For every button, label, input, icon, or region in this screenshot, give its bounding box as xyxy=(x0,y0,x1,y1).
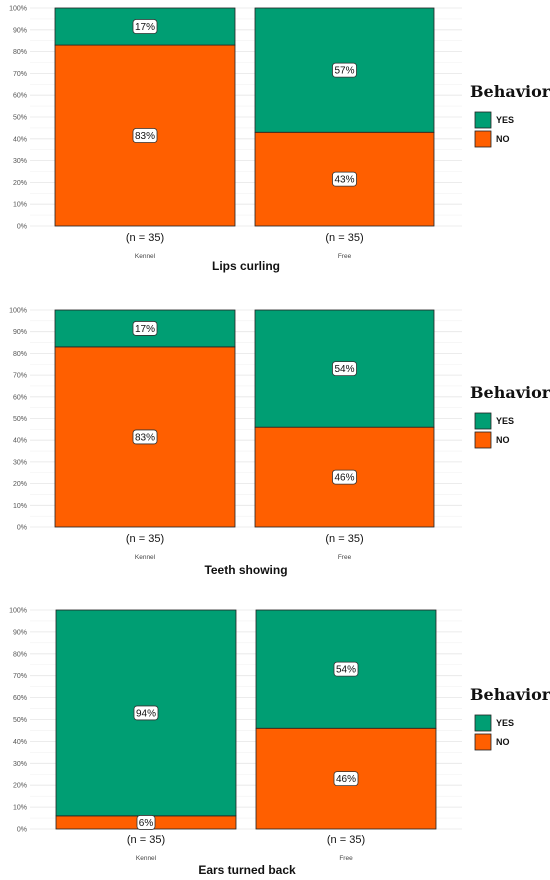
sample-size-label: (n = 35) xyxy=(126,232,164,244)
data-label-yes-free-box xyxy=(332,361,357,376)
data-label-yes-kennel: 17% xyxy=(135,22,155,33)
y-tick-label: 50% xyxy=(13,115,27,122)
legend-label-no: NO xyxy=(496,134,510,144)
legend-swatch-no xyxy=(474,431,492,449)
sample-size-label: (n = 35) xyxy=(325,533,363,545)
legend-swatch-no xyxy=(474,130,492,148)
data-label-yes-free-box xyxy=(333,661,359,677)
data-label-no-free-box xyxy=(333,771,359,787)
data-label-yes-free: 54% xyxy=(334,364,354,375)
y-tick-label: 30% xyxy=(13,158,27,165)
legend-label-no: NO xyxy=(496,737,510,747)
data-label-no-free: 46% xyxy=(334,473,354,484)
legend-label-no: NO xyxy=(496,435,510,445)
data-label-yes-kennel-box xyxy=(132,19,158,34)
data-label-yes-free: 57% xyxy=(334,66,354,77)
y-tick-label: 0% xyxy=(17,224,27,231)
data-label-no-kennel-box xyxy=(136,815,156,830)
y-tick-label: 60% xyxy=(13,695,27,702)
data-label-no-free-box xyxy=(332,171,357,187)
y-tick-label: 10% xyxy=(13,202,27,209)
y-tick-label: 60% xyxy=(13,394,27,401)
legend-title: Behavior xyxy=(470,685,550,704)
y-tick-label: 50% xyxy=(13,416,27,423)
y-tick-label: 70% xyxy=(13,673,27,680)
y-tick-label: 20% xyxy=(13,180,27,187)
sample-size-label: (n = 35) xyxy=(127,834,165,846)
y-tick-label: 80% xyxy=(13,351,27,358)
data-label-no-kennel: 6% xyxy=(139,818,154,829)
y-tick-label: 100% xyxy=(9,6,27,13)
data-label-yes-kennel-box xyxy=(133,705,159,721)
data-label-no-free-box xyxy=(332,469,357,485)
sample-size-label: (n = 35) xyxy=(325,232,363,244)
sample-size-label: (n = 35) xyxy=(327,834,365,846)
category-label: Kennel xyxy=(135,253,156,260)
data-label-yes-free-box xyxy=(332,62,357,78)
y-tick-label: 30% xyxy=(13,459,27,466)
legend-swatch-yes xyxy=(474,412,492,430)
chart-panel-1: 0% 10% 20% 30% 40% 50% 60% 70% 80% 90% 100% 83% 17% (… xyxy=(9,6,550,274)
data-label-no-kennel-box xyxy=(132,429,158,445)
legend-title: Behavior xyxy=(470,383,550,402)
legend-label-yes: YES xyxy=(496,115,514,125)
legend-swatch-yes xyxy=(474,111,492,129)
y-tick-label: 40% xyxy=(13,136,27,143)
panel-title: Ears turned back xyxy=(198,863,296,877)
data-label-no-free: 43% xyxy=(334,175,354,186)
y-tick-label: 0% xyxy=(17,525,27,532)
y-tick-label: 90% xyxy=(13,329,27,336)
y-tick-label: 100% xyxy=(9,608,27,615)
y-tick-label: 0% xyxy=(17,827,27,834)
legend-swatch-yes xyxy=(474,714,492,732)
category-label: Free xyxy=(338,554,352,561)
category-label: Kennel xyxy=(135,554,156,561)
y-tick-label: 30% xyxy=(13,761,27,768)
data-label-no-kennel: 83% xyxy=(135,131,155,142)
legend-label-yes: YES xyxy=(496,718,514,728)
y-tick-label: 50% xyxy=(13,717,27,724)
y-tick-label: 40% xyxy=(13,438,27,445)
y-tick-label: 60% xyxy=(13,93,27,100)
panel-title: Teeth showing xyxy=(204,563,287,577)
legend-swatch-no xyxy=(474,733,492,751)
data-label-no-free: 46% xyxy=(336,774,356,785)
data-label-yes-kennel: 17% xyxy=(135,324,155,335)
category-label: Free xyxy=(339,855,353,862)
data-label-no-kennel-box xyxy=(132,128,158,143)
legend-title: Behavior xyxy=(470,82,550,101)
y-tick-label: 70% xyxy=(13,71,27,78)
y-tick-label: 70% xyxy=(13,373,27,380)
y-tick-label: 80% xyxy=(13,49,27,56)
chart-panel-2: 0% 10% 20% 30% 40% 50% 60% 70% 80% 90% 100% 83% 17% (… xyxy=(9,308,550,578)
y-tick-label: 40% xyxy=(13,739,27,746)
y-tick-label: 100% xyxy=(9,308,27,315)
y-tick-label: 20% xyxy=(13,481,27,488)
data-label-yes-kennel-box xyxy=(132,321,158,336)
y-tick-label: 90% xyxy=(13,629,27,636)
category-label: Kennel xyxy=(136,855,157,862)
sample-size-label: (n = 35) xyxy=(126,533,164,545)
y-tick-label: 90% xyxy=(13,27,27,34)
y-tick-label: 10% xyxy=(13,805,27,812)
y-tick-label: 10% xyxy=(13,503,27,510)
y-tick-label: 80% xyxy=(13,651,27,658)
chart-panel-3: 0% 10% 20% 30% 40% 50% 60% 70% 80% 90% 100% 6% 94% (n… xyxy=(9,608,550,878)
data-label-yes-kennel: 94% xyxy=(136,708,156,719)
data-label-yes-free: 54% xyxy=(336,665,356,676)
legend-label-yes: YES xyxy=(496,416,514,426)
y-tick-label: 20% xyxy=(13,783,27,790)
data-label-no-kennel: 83% xyxy=(135,432,155,443)
category-label: Free xyxy=(338,253,352,260)
panel-title: Lips curling xyxy=(212,259,280,273)
